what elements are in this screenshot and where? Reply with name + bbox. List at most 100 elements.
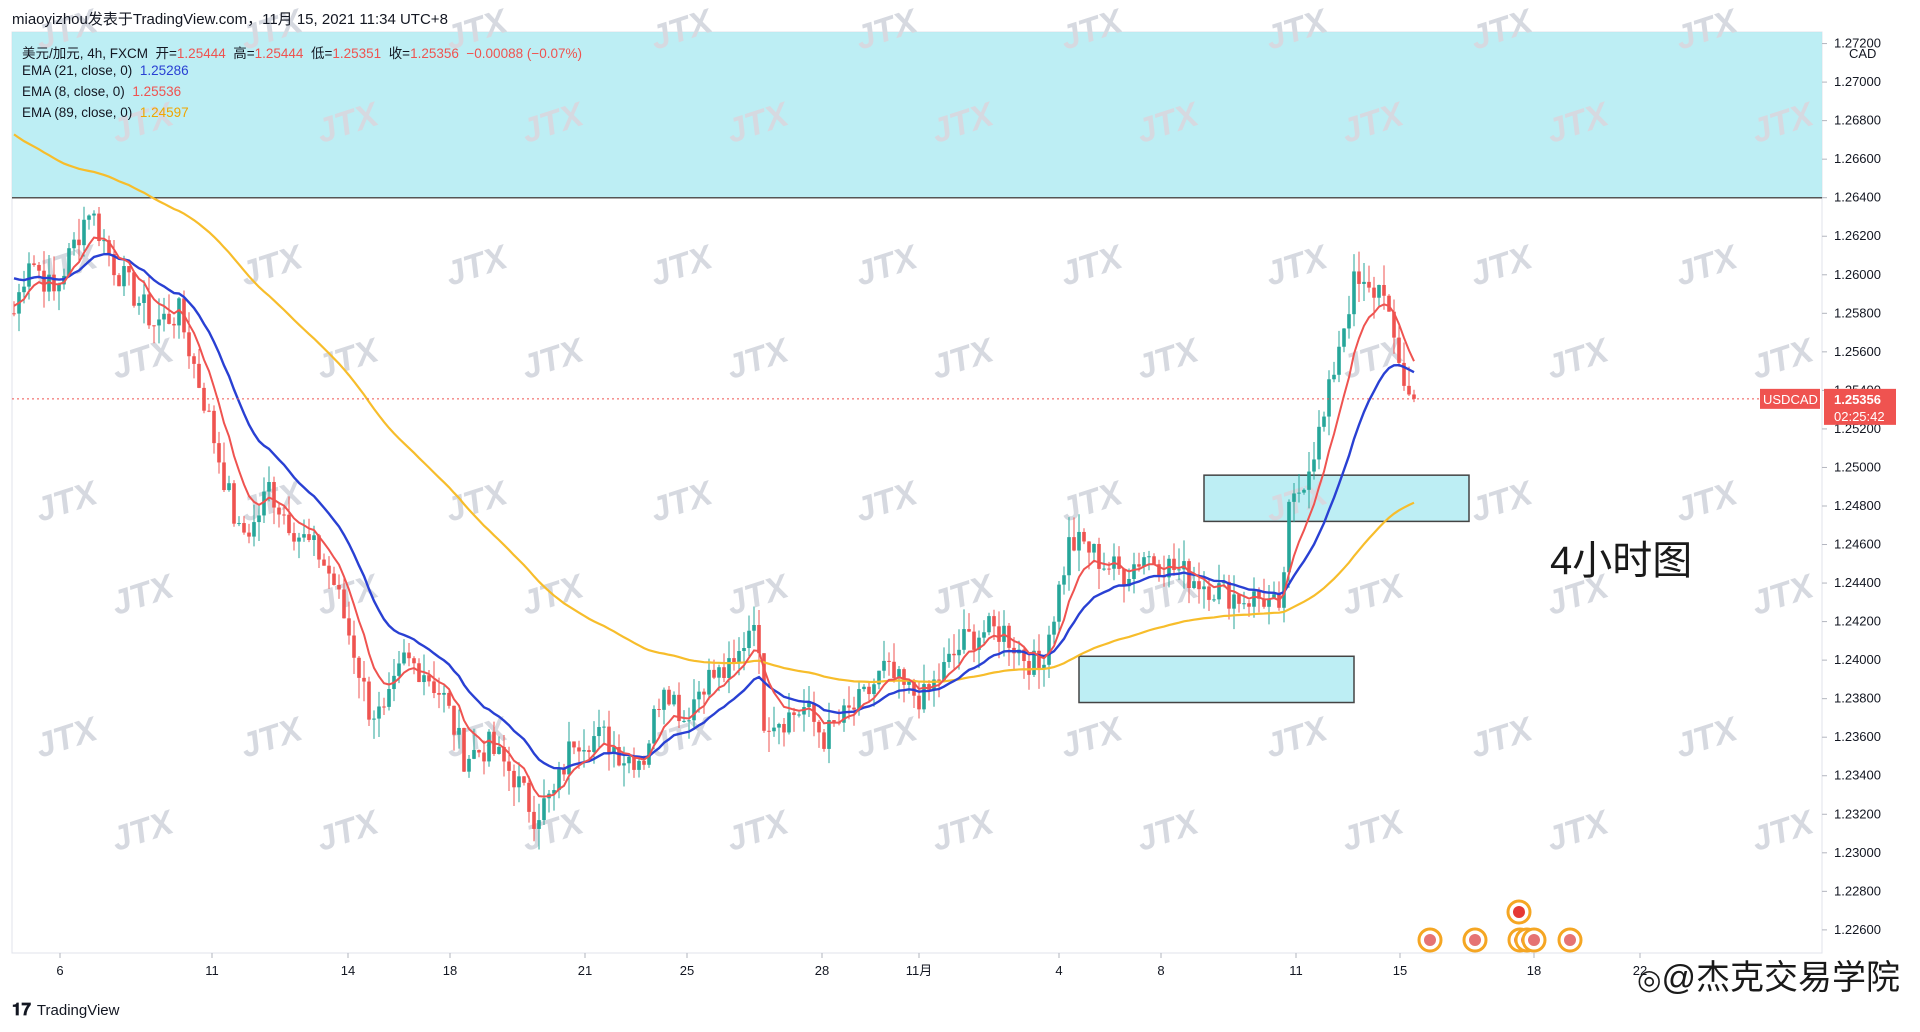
candle-body bbox=[1377, 284, 1381, 298]
candle-body bbox=[512, 770, 516, 788]
candle-body bbox=[767, 730, 771, 732]
candle-body bbox=[417, 663, 421, 683]
candle-body bbox=[922, 684, 926, 710]
price-tick-label: 1.23000 bbox=[1834, 845, 1881, 860]
candle-body bbox=[792, 712, 796, 715]
candle-body bbox=[432, 681, 436, 693]
candle-body bbox=[237, 523, 241, 525]
price-tick-label: 1.23200 bbox=[1834, 806, 1881, 821]
candle-body bbox=[1227, 581, 1231, 609]
candle-body bbox=[127, 266, 131, 273]
candle-body bbox=[1042, 664, 1046, 670]
candle-body bbox=[747, 630, 751, 649]
candle-body bbox=[852, 707, 856, 710]
candle-body bbox=[57, 284, 61, 292]
price-tick-label: 1.26200 bbox=[1834, 228, 1881, 243]
candle-body bbox=[587, 750, 591, 752]
candle-body bbox=[612, 747, 616, 753]
candle-body bbox=[1367, 281, 1371, 288]
candle-body bbox=[1232, 594, 1236, 609]
candle-body bbox=[1407, 385, 1411, 395]
candle-body bbox=[542, 798, 546, 821]
candle-body bbox=[657, 708, 661, 710]
candle-body bbox=[97, 213, 101, 242]
candle-body bbox=[1122, 568, 1126, 587]
ema8-value: 1.25536 bbox=[132, 84, 182, 99]
candle-body bbox=[1332, 374, 1336, 380]
candle-body bbox=[777, 723, 781, 728]
jtx-watermark: JTX bbox=[312, 331, 385, 387]
tradingview-footer[interactable]: 𝟏𝟕 TradingView bbox=[12, 1000, 119, 1020]
candle-body bbox=[1097, 543, 1101, 569]
candle-body bbox=[297, 537, 301, 542]
time-tick-label: 11月 bbox=[906, 963, 933, 978]
candle-body bbox=[122, 266, 126, 287]
close-label: 收= bbox=[388, 46, 411, 61]
price-tick-label: 1.22600 bbox=[1834, 922, 1881, 937]
candle-body bbox=[637, 760, 641, 770]
jtx-watermark: JTX bbox=[646, 237, 719, 293]
candle-body bbox=[697, 691, 701, 700]
candle-body bbox=[572, 741, 576, 748]
jtx-watermark: JTX bbox=[1671, 237, 1744, 293]
jtx-watermark: JTX bbox=[236, 709, 309, 765]
symbol-legend: 美元/加元, 4h, FXCM 开=1.25444 高=1.25444 低=1.… bbox=[22, 42, 582, 62]
price-tick-label: 1.25000 bbox=[1834, 459, 1881, 474]
candle-body bbox=[362, 677, 366, 682]
candle-body bbox=[77, 239, 81, 246]
ema21-line bbox=[13, 252, 1415, 770]
candle-body bbox=[1267, 598, 1271, 607]
candle-body bbox=[1382, 284, 1386, 296]
flag-icon bbox=[1469, 934, 1481, 946]
candle-body bbox=[107, 240, 111, 254]
candle-body bbox=[882, 660, 886, 671]
candle-body bbox=[257, 515, 261, 523]
jtx-watermark: JTX bbox=[927, 331, 1000, 387]
close-value: 1.25356 bbox=[410, 46, 459, 61]
symbol-badge bbox=[1760, 388, 1820, 409]
candle-body bbox=[532, 811, 536, 829]
countdown-text: 02:25:42 bbox=[1834, 409, 1885, 424]
candle-body bbox=[1077, 531, 1081, 551]
candle-body bbox=[592, 736, 596, 752]
candle-body bbox=[337, 584, 341, 590]
candle-body bbox=[342, 589, 346, 619]
ema21-label: EMA (21, close, 0) bbox=[22, 63, 133, 78]
candle-body bbox=[27, 263, 31, 287]
candle-body bbox=[892, 661, 896, 679]
candle-body bbox=[1252, 591, 1256, 607]
candle-body bbox=[817, 721, 821, 733]
candles bbox=[12, 206, 1416, 850]
candle-body bbox=[422, 675, 426, 683]
candle-body bbox=[1032, 650, 1036, 675]
candle-body bbox=[1102, 568, 1106, 570]
price-tick-label: 1.24800 bbox=[1834, 498, 1881, 513]
candle-body bbox=[162, 313, 166, 320]
candle-body bbox=[307, 534, 311, 540]
candle-body bbox=[562, 769, 566, 775]
jtx-watermark: JTX bbox=[441, 473, 514, 529]
candle-body bbox=[1207, 586, 1211, 600]
currency-label: CAD bbox=[1849, 46, 1876, 61]
candle-body bbox=[632, 756, 636, 770]
candle-body bbox=[527, 782, 531, 812]
candle-body bbox=[1242, 603, 1246, 605]
candle-body bbox=[1297, 492, 1301, 494]
time-tick-label: 15 bbox=[1393, 963, 1407, 978]
candle-body bbox=[292, 533, 296, 542]
candle-body bbox=[952, 653, 956, 656]
price-tick-label: 1.27200 bbox=[1834, 36, 1881, 51]
candle-body bbox=[927, 684, 931, 690]
candle-body bbox=[822, 732, 826, 749]
candle-body bbox=[42, 270, 46, 292]
time-tick-label: 4 bbox=[1055, 963, 1062, 978]
candle-body bbox=[847, 705, 851, 708]
candle-body bbox=[212, 410, 216, 444]
price-badge bbox=[1824, 388, 1896, 425]
candle-body bbox=[72, 239, 76, 249]
candle-body bbox=[477, 749, 481, 753]
candle-body bbox=[672, 694, 676, 705]
candle-body bbox=[412, 658, 416, 664]
